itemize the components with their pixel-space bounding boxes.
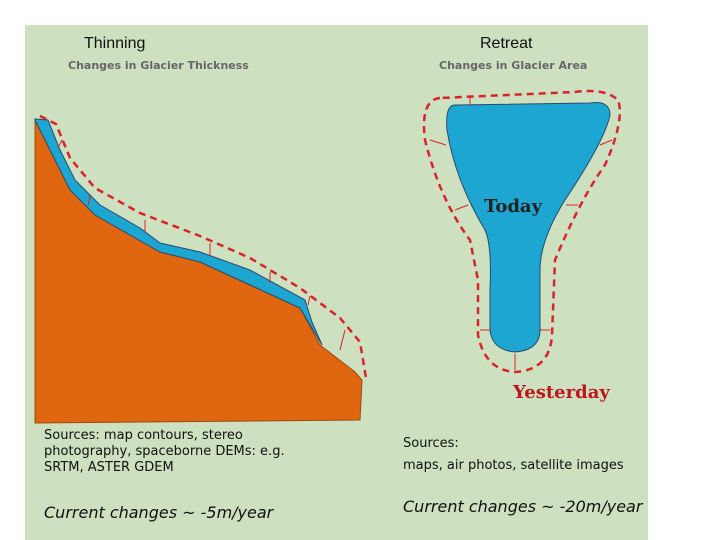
thinning-arrows xyxy=(57,139,346,351)
today-label: Today xyxy=(484,196,543,217)
retreat-arrows xyxy=(429,95,613,370)
glacier-ice xyxy=(34,118,323,346)
left-sources: Sources: map contours, stereo photograph… xyxy=(44,428,285,475)
glacier-yesterday xyxy=(422,89,622,374)
left-title: Thinning xyxy=(84,35,146,52)
left-rate: Current changes ~ -5m/year xyxy=(44,503,274,522)
right-sources-heading: Sources: xyxy=(403,436,459,451)
yesterday-label: Yesterday xyxy=(513,382,610,403)
right-subtitle: Changes in Glacier Area xyxy=(439,59,588,72)
right-rate: Current changes ~ -20m/year xyxy=(403,497,643,516)
left-subtitle: Changes in Glacier Thickness xyxy=(68,59,249,72)
right-sources: maps, air photos, satellite images xyxy=(403,458,624,473)
former-surface xyxy=(39,114,368,379)
right-title: Retreat xyxy=(480,35,533,52)
glacier-today xyxy=(446,102,611,353)
